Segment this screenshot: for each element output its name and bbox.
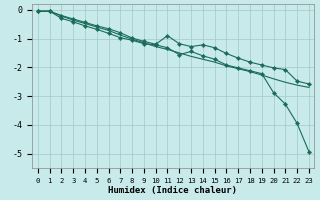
X-axis label: Humidex (Indice chaleur): Humidex (Indice chaleur) bbox=[108, 186, 237, 195]
